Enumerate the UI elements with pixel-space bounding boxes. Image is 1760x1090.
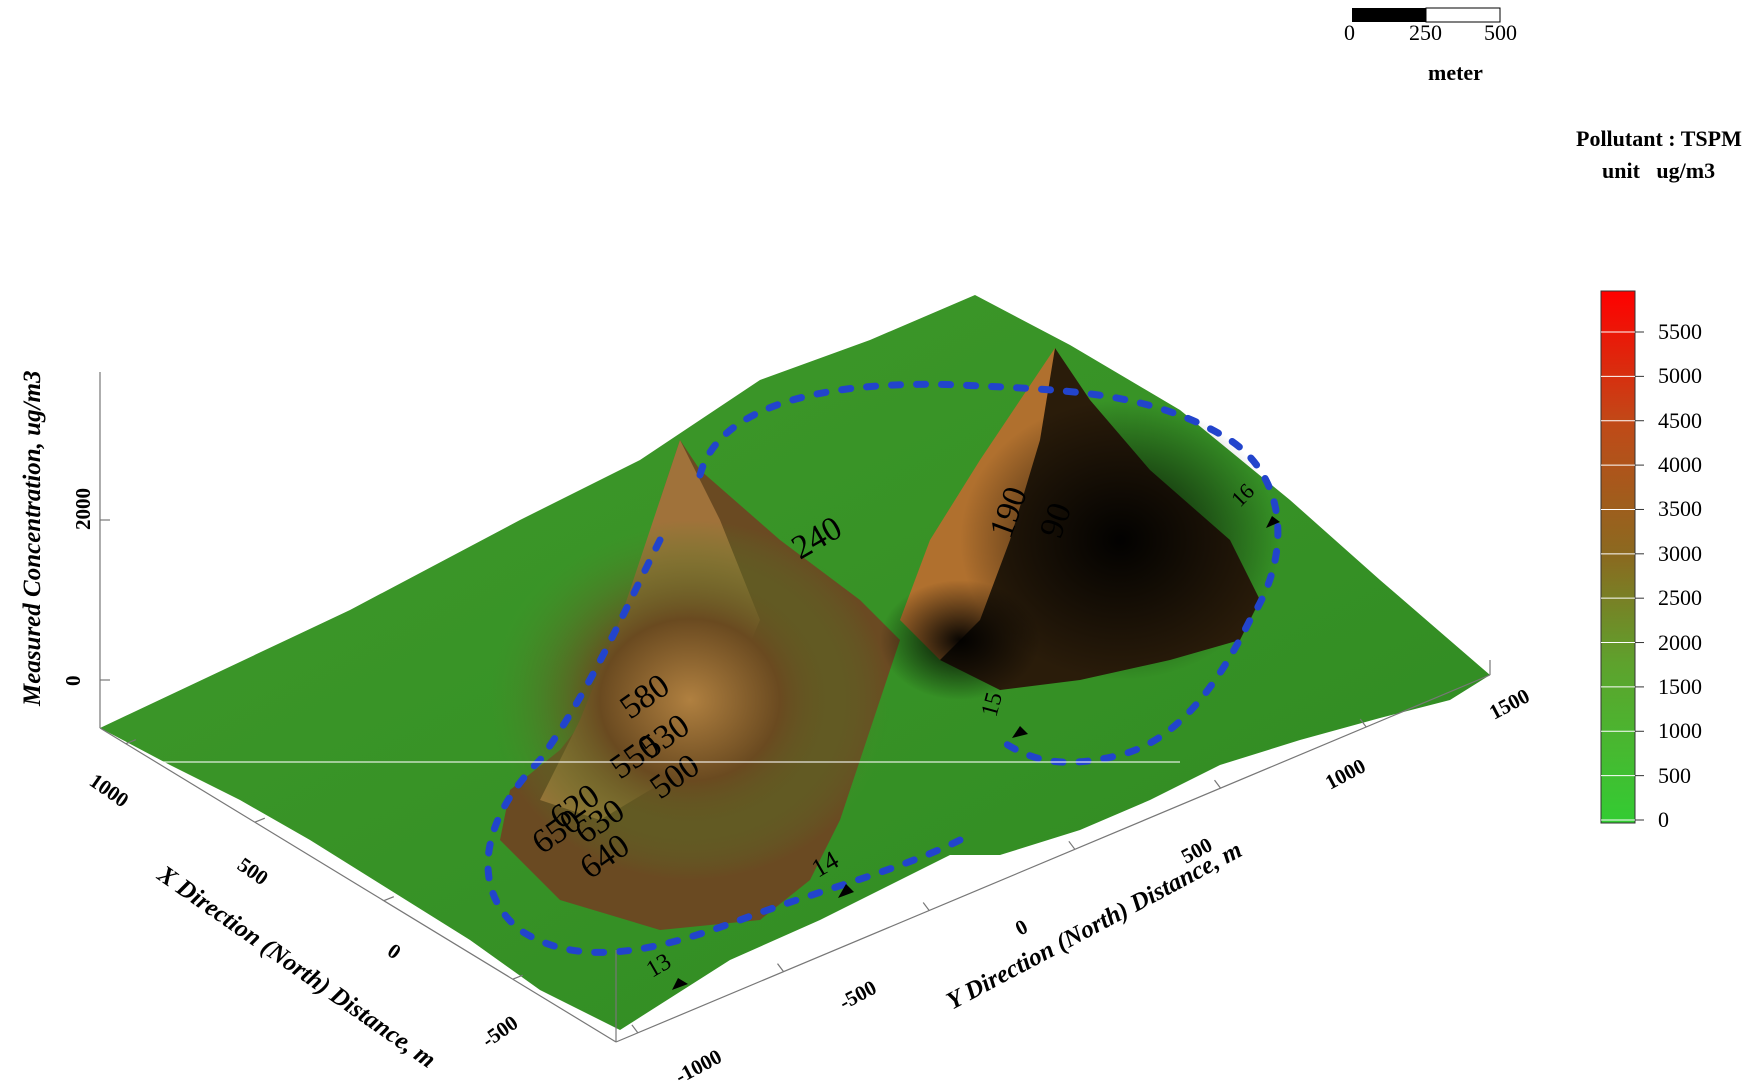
y-tick-1500: 1500: [1485, 684, 1533, 725]
scale-tick-0: 0: [1344, 20, 1355, 45]
x-tick-500: 500: [233, 852, 273, 890]
y-tick-mark-2: [922, 902, 930, 911]
z-tick-2000: 2000: [71, 488, 95, 530]
y-tick-mark-0: [631, 1024, 639, 1034]
colorbar-tick-3000: 3000: [1658, 540, 1702, 566]
colorbar-tick-3500: 3500: [1658, 496, 1702, 522]
colorbar-tick-4000: 4000: [1658, 452, 1702, 478]
chart-title: Pollutant : TSPM: [1576, 126, 1742, 151]
scale-unit: meter: [1428, 60, 1483, 85]
scale-tick-250: 250: [1409, 20, 1442, 45]
axes-box: [99, 372, 1491, 1043]
y-tick-mark-4: [1214, 779, 1221, 789]
z-axis-label: Measured Concentration, ug/m3: [19, 371, 46, 707]
colorbar-tick-5500: 5500: [1658, 319, 1702, 344]
x-tick-mark-1: [254, 817, 266, 823]
colorbar-tick-2500: 2500: [1658, 585, 1702, 611]
contour-boundary-west: [484, 536, 964, 956]
contour-boundary-east: [696, 380, 1282, 766]
x-tick-mark-0: [125, 739, 137, 745]
colorbar-tick-1000: 1000: [1658, 718, 1702, 744]
colorbar-tick-1500: 1500: [1658, 673, 1702, 699]
y-axis-label: Y Direction (North) Distance, m: [942, 836, 1246, 1015]
y-tick-0: 0: [1011, 914, 1032, 940]
y-tick-1000: 1000: [1321, 754, 1369, 795]
y-tick-mark-3: [1068, 840, 1076, 850]
colorbar-tick-4500: 4500: [1658, 407, 1702, 433]
y-tick-mark-5: [1359, 718, 1367, 728]
x-tick-0: 0: [383, 938, 405, 964]
colorbar-tick-5000: 5000: [1658, 363, 1702, 389]
colorbar-tick-2000: 2000: [1658, 629, 1702, 655]
colorbar: [1600, 290, 1644, 824]
colorbar-tick-500: 500: [1658, 762, 1691, 788]
chart-subtitle: unit ug/m3: [1602, 158, 1716, 183]
x-tick-mark-3: [512, 974, 524, 980]
x-tick-1000: 1000: [85, 768, 133, 812]
scale-bar: [1352, 7, 1501, 23]
station-15: 15: [977, 690, 1028, 738]
y-tick-minus1000: -1000: [671, 1044, 726, 1088]
z-tick-0: 0: [61, 676, 85, 687]
scale-tick-500: 500: [1484, 20, 1517, 45]
y-tick-mark-1: [777, 963, 784, 973]
y-tick-minus500: -500: [835, 975, 880, 1014]
colorbar-tick-0: 0: [1658, 807, 1669, 832]
x-tick-mark-2: [383, 896, 395, 902]
x-tick-minus500: -500: [477, 1010, 522, 1052]
